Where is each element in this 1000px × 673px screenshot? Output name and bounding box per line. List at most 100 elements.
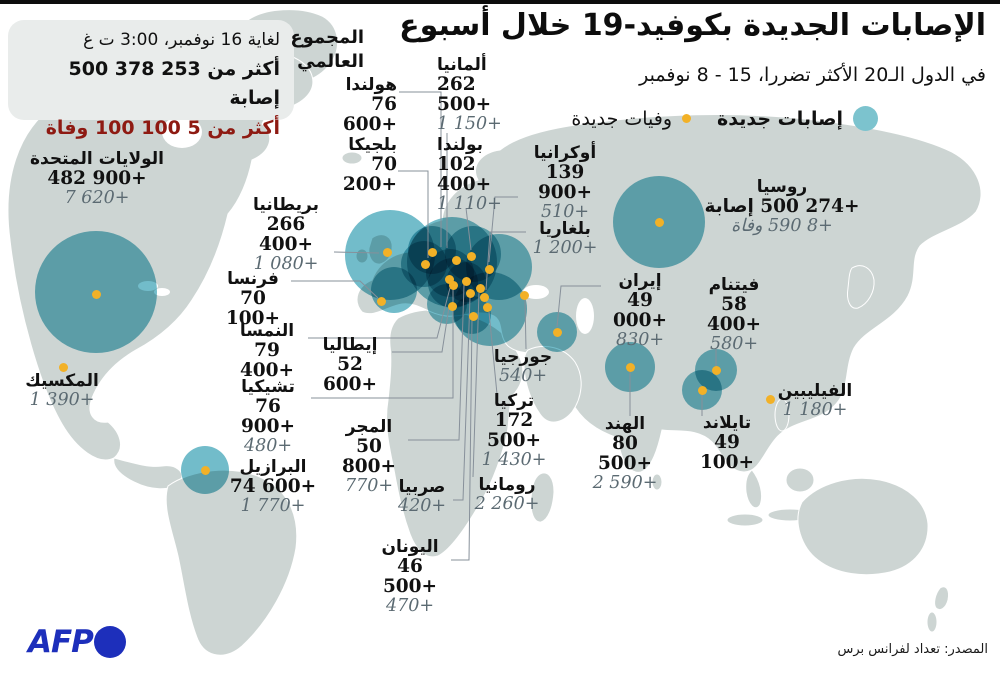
map-new-guinea — [862, 493, 908, 517]
deaths-value: 770+ — [344, 476, 394, 497]
cases-value: 74 600+ — [229, 475, 317, 497]
label-czechia: تشيكيا 76 900+ 480+ — [226, 378, 310, 457]
deaths-value: 2 260+ — [474, 493, 540, 514]
legend-cases-circle-icon — [853, 106, 878, 131]
cases-value: 262 500+ — [437, 73, 492, 116]
cases-value: 52 600+ — [322, 353, 378, 396]
dot-ukraine — [484, 264, 494, 274]
page-subtitle: في الدول الـ20 الأكثر تضررا، 8‎ - ‎15 نو… — [639, 64, 986, 86]
top-rule — [0, 0, 1000, 4]
deaths-value: 1 430+ — [481, 450, 547, 471]
deaths-value: 7 620+ — [64, 188, 130, 209]
label-austria: النمسا 79 400+ — [226, 322, 308, 381]
country-name: الولايات المتحدة — [30, 149, 164, 169]
global-asof: لغاية 16 نوفمبر، 3:00 ت غ — [83, 30, 280, 50]
deaths-value: 580+ — [709, 334, 759, 355]
label-thailand: تايلاند 49 100+ — [690, 414, 764, 473]
dot-turkey — [482, 302, 492, 312]
dot-india — [625, 362, 635, 372]
global-total-deaths: أكثر من 5 100 100 وفاة — [45, 116, 280, 139]
global-heading-line1: المجموع — [290, 27, 364, 48]
label-brazil: البرازيل 74 600+ 1 770+ — [228, 458, 318, 516]
country-name: تركيا — [493, 391, 535, 411]
dot-usa — [91, 289, 101, 299]
label-turkey: تركيا 172 500+ 1 430+ — [468, 392, 560, 471]
cases-value: 79 400+ — [239, 339, 295, 382]
label-philippines: الفيليبين 1 180+ — [772, 382, 858, 420]
country-name: تايلاند — [702, 413, 752, 433]
cases-value: 172 500+ — [486, 409, 542, 452]
country-name: أوكرانيا — [533, 143, 597, 163]
dot-romania — [475, 283, 485, 293]
page-title: الإصابات الجديدة بكوفيد-19 خلال أسبوع — [399, 8, 986, 43]
label-belgium: بلجيكا 70 200+ — [313, 136, 397, 195]
deaths-value: +8 590 وفاة — [731, 216, 833, 237]
deaths-value: 1 150+ — [437, 114, 502, 135]
country-name: تشيكيا — [241, 377, 295, 397]
map-caspian-sea — [576, 298, 594, 334]
source-credit: المصدر: تعداد لفرانس برس — [837, 642, 988, 657]
dot-uk — [382, 247, 392, 257]
country-name: بلجيكا — [348, 135, 397, 155]
country-name: ألمانيا — [437, 55, 487, 75]
map-sumatra — [726, 513, 764, 527]
map-australia — [797, 477, 929, 576]
label-georgia: جورجيا 540+ — [488, 348, 558, 386]
country-name: بريطانيا — [253, 195, 319, 215]
global-totals-box: لغاية 16 نوفمبر، 3:00 ت غ أكثر من 253 37… — [8, 20, 294, 139]
cases-value: 50 800+ — [341, 435, 397, 478]
dot-hungary — [461, 276, 471, 286]
deaths-value: 1 110+ — [437, 194, 502, 215]
global-totals-heading: المجموع العالمي — [290, 26, 364, 75]
country-name: فرنسا — [227, 269, 279, 289]
deaths-value: 1 390+ — [29, 389, 95, 410]
afp-globe-icon — [93, 626, 126, 658]
dot-italy — [447, 301, 457, 311]
country-name: الفيليبين — [777, 381, 853, 401]
label-bulgaria: بلغاريا 1 200+ — [528, 220, 602, 258]
deaths-value: 2 590+ — [592, 473, 658, 494]
cases-value: 139 900+ — [537, 161, 593, 204]
label-iran: إيران 49 000+ 830+ — [600, 272, 680, 351]
global-total-cases: أكثر من 253 378 500 إصابة — [68, 57, 281, 110]
deaths-value: 470+ — [385, 596, 435, 617]
cases-value: 76 600+ — [342, 93, 397, 136]
label-greece: اليونان 46 500+ 470+ — [368, 538, 452, 617]
cases-value: 70 200+ — [342, 153, 397, 196]
dot-belgium — [420, 259, 430, 269]
label-mexico: المكسيك 1 390+ — [10, 372, 114, 410]
map-japan — [847, 265, 875, 309]
dot-georgia — [519, 290, 529, 300]
deaths-value: 1 180+ — [782, 399, 848, 420]
country-name: المجر — [345, 417, 393, 437]
country-name: المكسيك — [25, 371, 99, 391]
deaths-value: 540+ — [498, 365, 548, 386]
deaths-value: 420+ — [397, 495, 447, 516]
map-borneo — [785, 467, 815, 493]
cases-value: 482 900+ — [47, 167, 147, 189]
map-new-zealand-south — [926, 611, 938, 633]
label-vietnam: فيتنام 58 400+ 580+ — [698, 276, 770, 355]
dot-france — [376, 296, 386, 306]
dot-czechia — [444, 274, 454, 284]
label-usa: الولايات المتحدة 482 900+ 7 620+ — [18, 150, 176, 208]
cases-value: 46 500+ — [382, 555, 438, 598]
dot-germany — [451, 255, 461, 265]
dot-bulgaria — [479, 292, 489, 302]
country-name: روسيا — [756, 177, 808, 197]
dot-greece — [468, 311, 478, 321]
label-germany: ألمانيا 262 500+ 1 150+ — [437, 56, 517, 135]
country-name: هولندا — [345, 75, 397, 95]
afp-logo-text: AFP — [28, 624, 94, 660]
map-sulawesi — [829, 484, 847, 506]
dot-russia — [654, 217, 664, 227]
country-name: إيطاليا — [322, 335, 378, 355]
country-name: البرازيل — [239, 457, 307, 477]
afp-logo: AFP — [28, 624, 126, 660]
country-name: اليونان — [381, 537, 439, 557]
country-name: صربيا — [398, 477, 446, 497]
cases-value: 266 400+ — [258, 213, 314, 256]
cases-value: 76 900+ — [240, 395, 296, 438]
dot-iran — [552, 327, 562, 337]
